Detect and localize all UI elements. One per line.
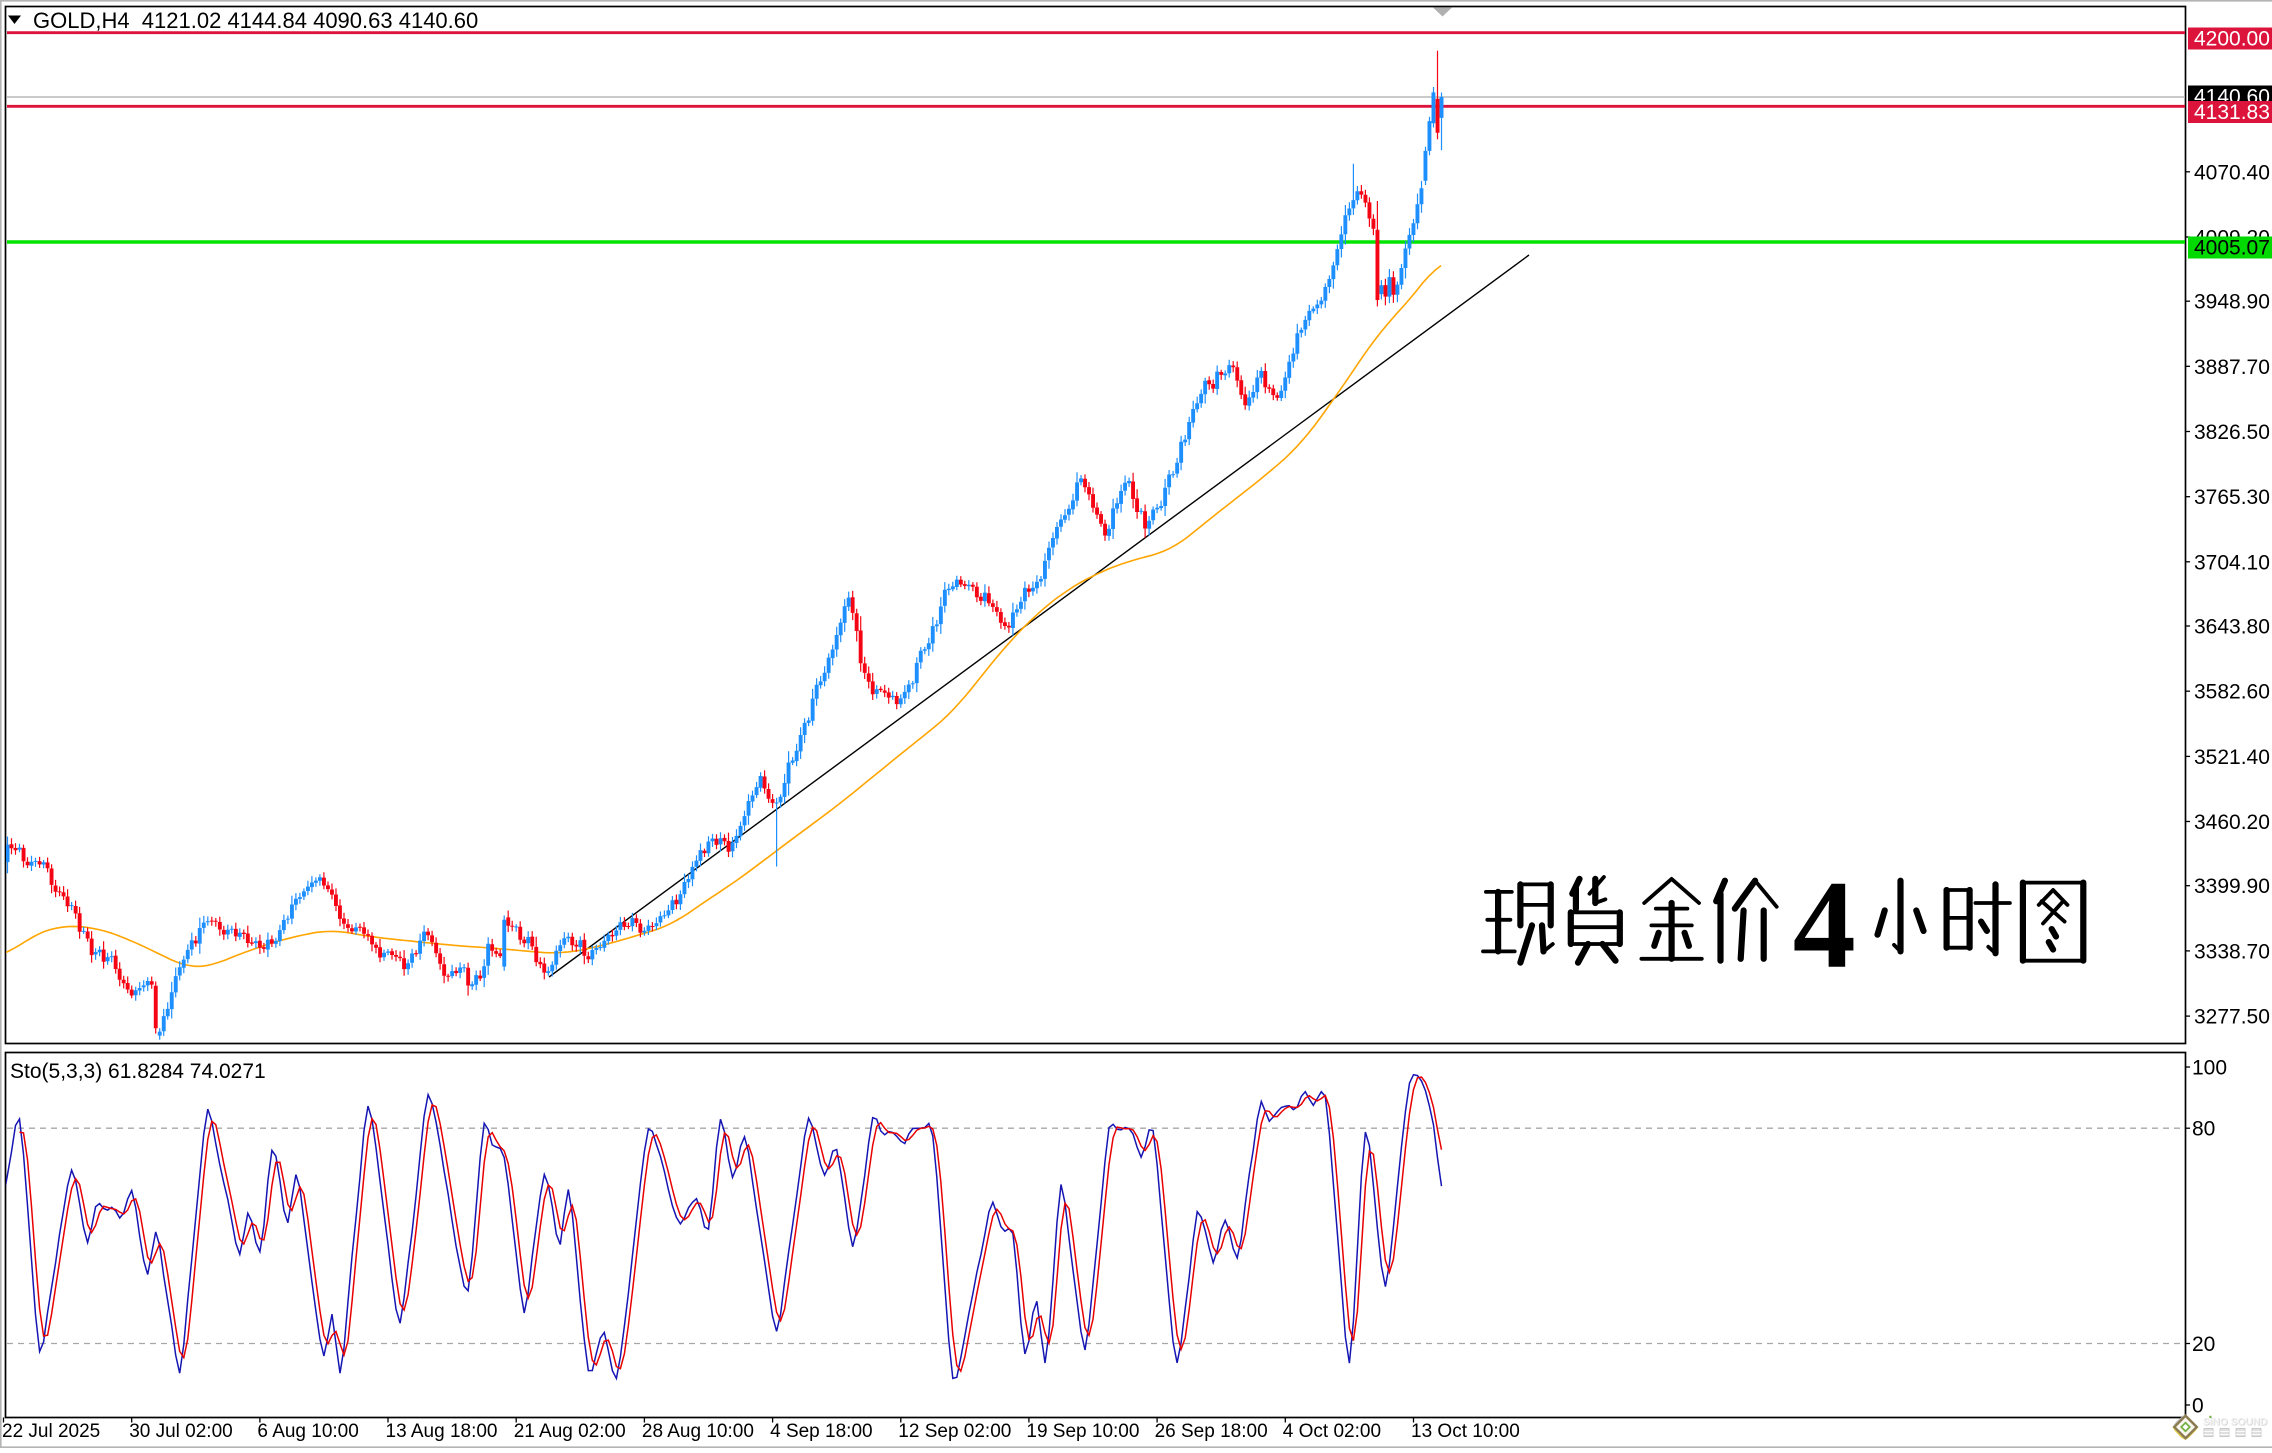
svg-text:4070.40: 4070.40 — [2194, 161, 2270, 184]
svg-text:19 Sep 10:00: 19 Sep 10:00 — [1026, 1421, 1139, 1442]
svg-text:4 Oct 02:00: 4 Oct 02:00 — [1283, 1421, 1381, 1442]
svg-text:26 Sep 18:00: 26 Sep 18:00 — [1155, 1421, 1268, 1442]
svg-text:12 Sep 02:00: 12 Sep 02:00 — [898, 1421, 1011, 1442]
svg-text:3521.40: 3521.40 — [2194, 746, 2270, 769]
svg-text:4 Sep 18:00: 4 Sep 18:00 — [770, 1421, 872, 1442]
svg-text:3826.50: 3826.50 — [2194, 421, 2270, 444]
svg-text:100: 100 — [2192, 1057, 2227, 1080]
svg-text:3765.30: 3765.30 — [2194, 486, 2270, 509]
svg-text:3582.60: 3582.60 — [2194, 681, 2270, 704]
svg-text:30 Jul 02:00: 30 Jul 02:00 — [129, 1421, 233, 1442]
svg-text:4: 4 — [1793, 856, 1856, 995]
svg-text:20: 20 — [2192, 1333, 2215, 1356]
svg-text:3948.90: 3948.90 — [2194, 291, 2270, 314]
svg-text:22 Jul 2025: 22 Jul 2025 — [2, 1421, 100, 1442]
svg-text:3460.20: 3460.20 — [2194, 811, 2270, 834]
svg-text:80: 80 — [2192, 1118, 2215, 1141]
svg-text:GOLD,H4 4121.02 4144.84 4090.: GOLD,H4 4121.02 4144.84 4090.63 4140.60 — [33, 8, 478, 33]
svg-text:13 Oct 10:00: 13 Oct 10:00 — [1411, 1421, 1520, 1442]
svg-text:6 Aug 10:00: 6 Aug 10:00 — [257, 1421, 358, 1442]
svg-text:Sto(5,3,3) 61.8284 74.0271: Sto(5,3,3) 61.8284 74.0271 — [10, 1060, 266, 1083]
svg-text:3643.80: 3643.80 — [2194, 616, 2270, 639]
svg-text:4131.83: 4131.83 — [2194, 101, 2270, 124]
svg-text:3277.50: 3277.50 — [2194, 1006, 2270, 1029]
svg-text:21 Aug 02:00: 21 Aug 02:00 — [514, 1421, 626, 1442]
svg-text:3399.90: 3399.90 — [2194, 875, 2270, 898]
svg-text:SiNO SOUND: SiNO SOUND — [2204, 1418, 2269, 1429]
svg-text:0: 0 — [2192, 1395, 2204, 1418]
svg-text:4200.00: 4200.00 — [2194, 28, 2270, 51]
svg-text:3887.70: 3887.70 — [2194, 356, 2270, 379]
svg-text:13 Aug 18:00: 13 Aug 18:00 — [386, 1421, 498, 1442]
svg-text:4005.07: 4005.07 — [2194, 237, 2270, 260]
svg-text:28 Aug 10:00: 28 Aug 10:00 — [642, 1421, 754, 1442]
svg-text:SiNO SOUND: SiNO SOUND — [2203, 1417, 2268, 1428]
svg-text:3704.10: 3704.10 — [2194, 551, 2270, 574]
svg-text:3338.70: 3338.70 — [2194, 940, 2270, 963]
